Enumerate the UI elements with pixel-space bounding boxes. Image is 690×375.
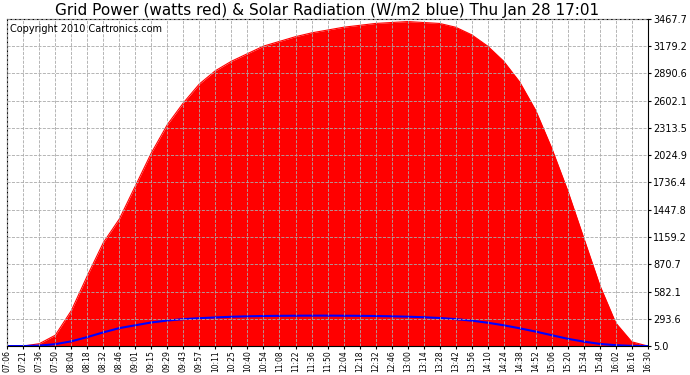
Text: Copyright 2010 Cartronics.com: Copyright 2010 Cartronics.com bbox=[10, 24, 162, 34]
Title: Grid Power (watts red) & Solar Radiation (W/m2 blue) Thu Jan 28 17:01: Grid Power (watts red) & Solar Radiation… bbox=[55, 3, 600, 18]
